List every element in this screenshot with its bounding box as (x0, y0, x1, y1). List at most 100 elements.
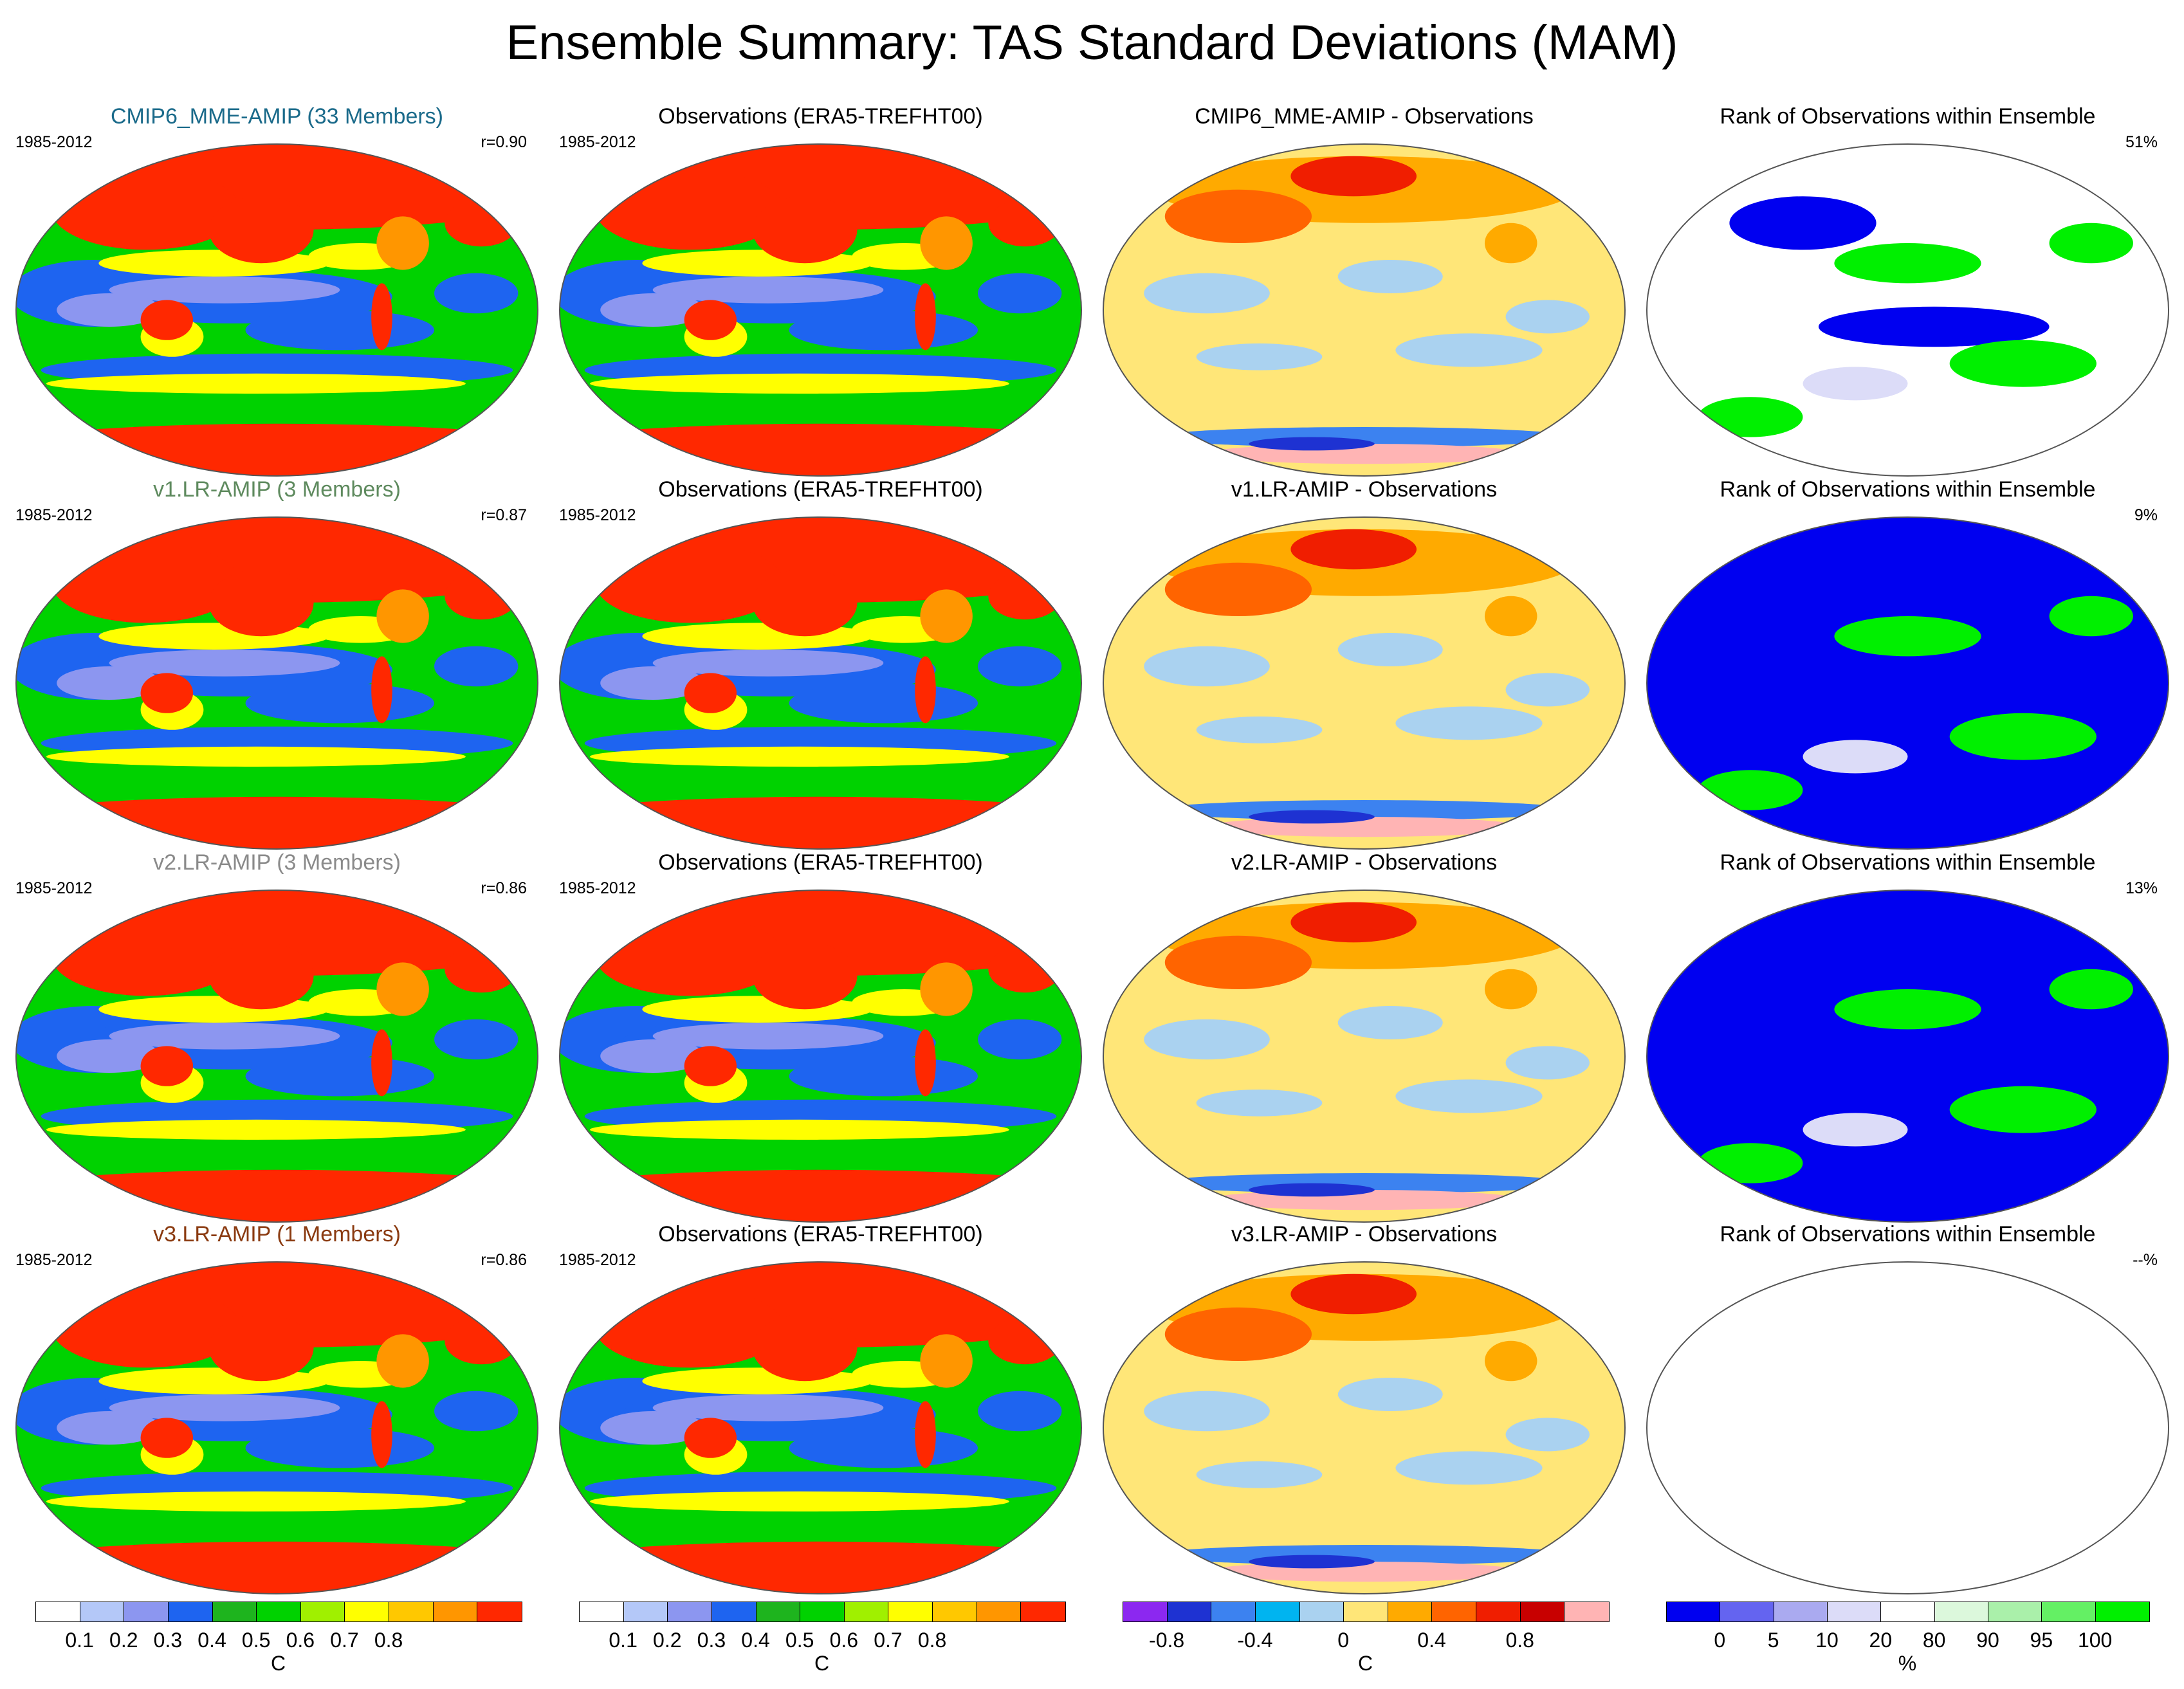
panel-diff: CMIP6_MME-AMIP - Observations (1092, 103, 1636, 477)
colorbar-swatch (1934, 1602, 1988, 1621)
panel-obs: Observations (ERA5-TREFHT00) 1985-2012 (549, 103, 1092, 477)
panel-model: v1.LR-AMIP (3 Members) 1985-2012 r=0.87 (5, 476, 549, 850)
correlation-label: r=0.90 (481, 133, 527, 151)
panel-title: Rank of Observations within Ensemble (1720, 850, 2096, 875)
map-diff (1103, 516, 1626, 850)
map-obs (559, 890, 1082, 1223)
colorbar-swatch (1167, 1602, 1212, 1621)
colorbar-swatch (1988, 1602, 2042, 1621)
colorbar-tick-label: 0.5 (241, 1629, 271, 1652)
colorbar-swatch (1432, 1602, 1476, 1621)
colorbar-swatch (1827, 1602, 1882, 1621)
panel-obs: Observations (ERA5-TREFHT00) 1985-2012 (549, 849, 1092, 1223)
map-diff (1103, 1261, 1626, 1594)
colorbar-tick-label: -0.4 (1237, 1629, 1273, 1652)
period-label: 1985-2012 (15, 506, 93, 524)
colorbar-swatch (477, 1602, 522, 1621)
period-label: 1985-2012 (15, 879, 93, 897)
colorbar-swatch (433, 1602, 478, 1621)
panel-title: Observations (ERA5-TREFHT00) (658, 1222, 983, 1246)
colorbar-tick-label: 0.4 (1417, 1629, 1446, 1652)
colorbar-rank: 0 5 10 20 80 90 95 100% (1666, 1602, 2150, 1685)
correlation-label: r=0.87 (481, 506, 527, 524)
panel-diff: v3.LR-AMIP - Observations (1092, 1221, 1636, 1594)
panel-diff: v2.LR-AMIP - Observations (1092, 849, 1636, 1223)
colorbar-std: 0.1 0.2 0.3 0.4 0.5 0.6 0.7 0.8 C (35, 1602, 522, 1685)
map-model (15, 890, 538, 1223)
panel-model: CMIP6_MME-AMIP (33 Members) 1985-2012 r=0.… (5, 103, 549, 477)
rank-percent-label: 9% (2134, 506, 2158, 524)
panel-rank: Rank of Observations within Ensemble 9% (1636, 476, 2179, 850)
period-label: 1985-2012 (559, 506, 636, 524)
colorbar-tick-label: 0.1 (609, 1629, 638, 1652)
map-rank (1646, 516, 2169, 850)
colorbar-unit-label: C (1357, 1652, 1373, 1675)
colorbar-swatch (1299, 1602, 1344, 1621)
main-title: Ensemble Summary: TAS Standard Deviation… (506, 15, 1678, 70)
colorbar-swatch (844, 1602, 889, 1621)
panel-title: CMIP6_MME-AMIP - Observations (1195, 104, 1534, 129)
period-label: 1985-2012 (15, 1251, 93, 1269)
panel-rank: Rank of Observations within Ensemble 51% (1636, 103, 2179, 477)
panel-title: Observations (ERA5-TREFHT00) (658, 104, 983, 129)
colorbar-swatch (1520, 1602, 1565, 1621)
colorbar-tick-label: 0.2 (109, 1629, 138, 1652)
colorbar-swatch (1255, 1602, 1300, 1621)
period-label: 1985-2012 (559, 1251, 636, 1269)
map-diff (1103, 890, 1626, 1223)
colorbar-tick-label: 0.8 (917, 1629, 947, 1652)
correlation-label: r=0.86 (481, 879, 527, 897)
rank-percent-label: 13% (2125, 879, 2158, 897)
map-diff (1103, 143, 1626, 477)
colorbar-swatch (300, 1602, 345, 1621)
panel-obs: Observations (ERA5-TREFHT00) 1985-2012 (549, 1221, 1092, 1594)
colorbar-swatch (1021, 1602, 1065, 1621)
colorbar-std: 0.1 0.2 0.3 0.4 0.5 0.6 0.7 0.8 C (579, 1602, 1066, 1685)
map-rank (1646, 143, 2169, 477)
panel-title: Rank of Observations within Ensemble (1720, 104, 2096, 129)
colorbar-swatch (124, 1602, 169, 1621)
colorbar-tick-label: 0.8 (1505, 1629, 1534, 1652)
colorbar-swatch (1123, 1602, 1168, 1621)
colorbar-tick-label: 0.5 (785, 1629, 814, 1652)
map-model (15, 516, 538, 850)
colorbar-swatch (1211, 1602, 1256, 1621)
colorbar-tick-label: 0 (1337, 1629, 1350, 1652)
period-label: 1985-2012 (15, 133, 93, 151)
colorbar-swatch (668, 1602, 712, 1621)
colorbar-tick-label: 100 (2077, 1629, 2113, 1652)
panel-title: CMIP6_MME-AMIP (33 Members) (110, 104, 444, 129)
panel-title: Observations (ERA5-TREFHT00) (658, 850, 983, 875)
colorbar-swatch (2095, 1602, 2149, 1621)
colorbar-tick-label: 0.3 (153, 1629, 183, 1652)
colorbar-swatch (977, 1602, 1022, 1621)
colorbar-swatch (1774, 1602, 1828, 1621)
map-obs (559, 1261, 1082, 1594)
colorbar-swatch (389, 1602, 434, 1621)
panel-title: Observations (ERA5-TREFHT00) (658, 477, 983, 502)
colorbar-swatch (800, 1602, 845, 1621)
colorbar-swatches (35, 1602, 522, 1622)
panel-model: v3.LR-AMIP (1 Members) 1985-2012 r=0.86 (5, 1221, 549, 1594)
colorbar-swatch (1344, 1602, 1388, 1621)
colorbar-tick-label: 20 (1869, 1629, 1893, 1652)
colorbar-swatch (212, 1602, 257, 1621)
colorbar-tick-label: 80 (1922, 1629, 1946, 1652)
rank-percent-label: 51% (2125, 133, 2158, 151)
colorbar-swatch (711, 1602, 757, 1621)
panel-title: v2.LR-AMIP - Observations (1231, 850, 1498, 875)
colorbar-tick-label: 90 (1976, 1629, 1999, 1652)
map-rank (1646, 1261, 2169, 1594)
panel-title: Rank of Observations within Ensemble (1720, 477, 2096, 502)
colorbar-swatch (933, 1602, 977, 1621)
colorbar-tick-label: 95 (2030, 1629, 2053, 1652)
panel-obs: Observations (ERA5-TREFHT00) 1985-2012 (549, 476, 1092, 850)
panel-row: v3.LR-AMIP (1 Members) 1985-2012 r=0.86 Obs… (0, 1221, 2184, 1594)
colorbar-tick-label: 0.1 (65, 1629, 94, 1652)
correlation-label: r=0.86 (481, 1251, 527, 1269)
colorbar-tick-label: 0.4 (197, 1629, 226, 1652)
colorbar-tick-label: 0.6 (286, 1629, 315, 1652)
colorbar-swatch (888, 1602, 933, 1621)
period-label: 1985-2012 (559, 879, 636, 897)
period-label: 1985-2012 (559, 133, 636, 151)
